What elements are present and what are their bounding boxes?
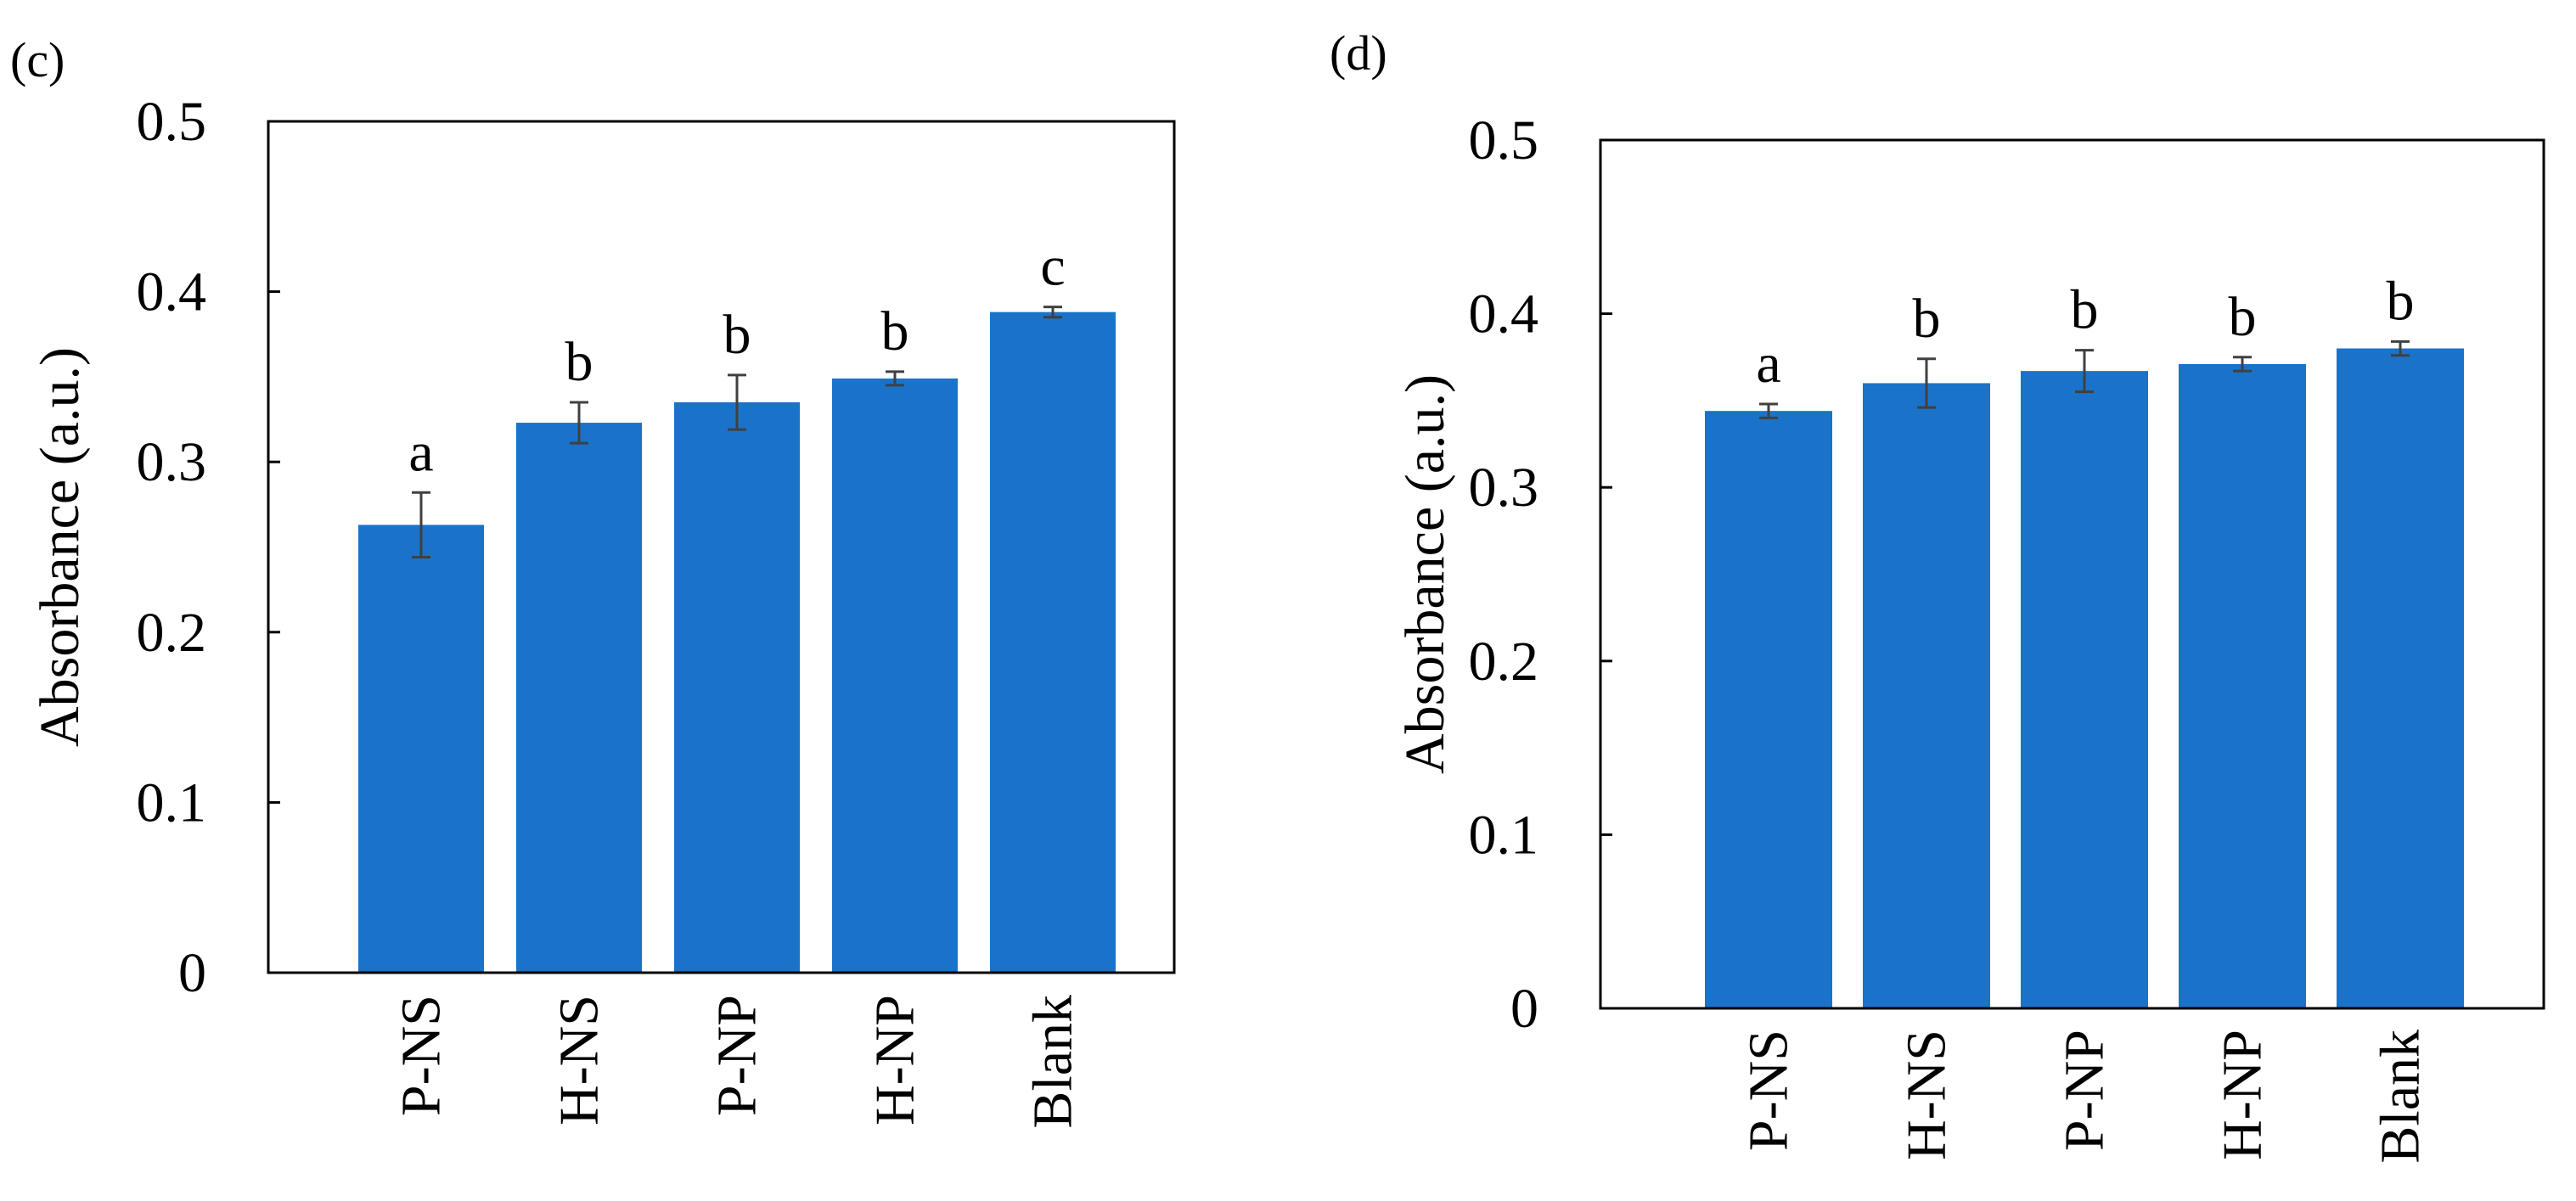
significance-label: b	[2229, 286, 2257, 348]
bar-h-np	[2179, 363, 2306, 1009]
significance-label: b	[565, 331, 593, 393]
x-category-label: P-NS	[391, 995, 453, 1116]
significance-label: b	[881, 300, 909, 362]
y-tick-label: 0	[1510, 978, 1538, 1040]
y-axis-title: Absorbance (a.u.)	[1394, 374, 1456, 774]
y-tick-label: 0	[178, 942, 206, 1004]
x-category-label: P-NP	[2054, 1030, 2116, 1151]
significance-label: b	[1913, 288, 1941, 350]
significance-label: b	[723, 304, 751, 366]
chart-panel-c: (c) 0 0.1 0.2 0.3 0.4 0.5 Absorbance (a.u.) a P-…	[10, 32, 1176, 1129]
bar-h-ns	[516, 423, 642, 973]
y-tick-label: 0.1	[137, 772, 207, 833]
x-category-label: H-NS	[548, 995, 610, 1125]
panel-label: (c)	[10, 32, 65, 87]
plot-frame	[1599, 138, 2545, 1010]
significance-label: c	[1040, 236, 1065, 298]
bar-p-ns	[358, 525, 484, 973]
bar-p-np	[2021, 371, 2148, 1008]
y-tick-label: 0.3	[1469, 457, 1539, 519]
bar-p-ns	[1705, 411, 1832, 1008]
significance-label: b	[2387, 270, 2415, 332]
y-tick-label: 0.5	[1469, 109, 1539, 171]
x-category-label: H-NP	[864, 995, 926, 1125]
y-axis-title: Absorbance (a.u.)	[29, 347, 91, 747]
bar-blank	[2337, 348, 2464, 1008]
significance-label: a	[408, 421, 433, 483]
panel-label: (d)	[1330, 25, 1387, 81]
plot-frame	[267, 120, 1176, 974]
significance-label: a	[1756, 333, 1780, 395]
x-category-label: H-NP	[2212, 1030, 2274, 1160]
bar-p-np	[674, 401, 800, 973]
y-tick-label: 0.5	[137, 91, 207, 153]
y-tick-label: 0.2	[1469, 631, 1539, 693]
x-category-label: P-NS	[1738, 1030, 1800, 1151]
x-category-label: Blank	[1022, 995, 1084, 1129]
y-tick-label: 0.4	[1469, 283, 1539, 345]
x-category-label: P-NP	[706, 995, 768, 1116]
y-tick-label: 0.3	[137, 431, 207, 493]
bar-h-ns	[1863, 383, 1990, 1008]
y-tick-label: 0.4	[137, 261, 207, 323]
chart-panel-d: (d) 0 0.1 0.2 0.3 0.4 0.5 Absorbance (a.u.) a P-…	[1330, 25, 2545, 1164]
x-category-label: Blank	[2370, 1030, 2432, 1164]
significance-label: b	[2071, 279, 2099, 341]
y-tick-label: 0.1	[1469, 804, 1539, 866]
x-category-label: H-NS	[1896, 1030, 1958, 1160]
bar-h-np	[832, 378, 958, 973]
bar-blank	[990, 311, 1116, 973]
y-tick-label: 0.2	[137, 602, 207, 664]
